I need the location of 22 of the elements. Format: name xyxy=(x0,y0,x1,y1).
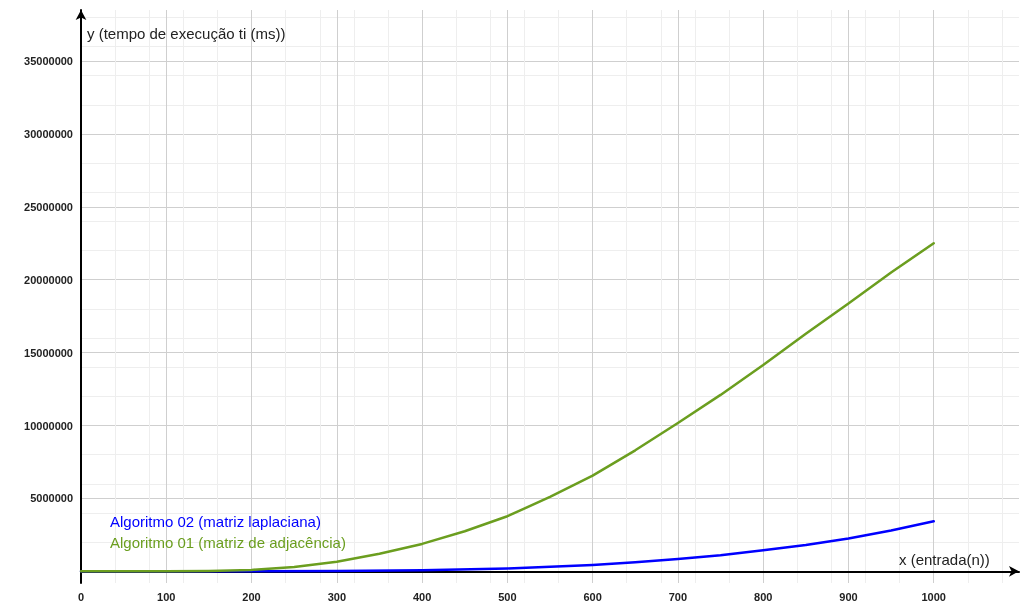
x-axis-title: x (entrada(n)) xyxy=(899,551,990,569)
y-axis-title: y (tempo de execução ti (ms)) xyxy=(87,25,286,42)
y-tick-label: 15000000 xyxy=(24,346,73,359)
x-tick-label: 600 xyxy=(583,590,602,603)
y-tick-label: 25000000 xyxy=(24,200,73,213)
x-tick-label: 100 xyxy=(157,590,176,603)
x-tick-label: 400 xyxy=(412,590,432,603)
y-tick-label: 30000000 xyxy=(24,127,73,140)
text: Algoritmo 02 (matriz laplaciana) xyxy=(110,513,321,530)
y-tick-label: 5000000 xyxy=(30,492,73,505)
x-tick-label: 800 xyxy=(754,590,773,603)
x-tick-label: 1000 xyxy=(921,590,946,603)
x-tick-label: 700 xyxy=(668,590,688,603)
x-tick-label: 900 xyxy=(839,590,858,603)
series-label: Algoritmo 01 (matriz de adjacência) xyxy=(110,534,346,551)
x-tick-label: 200 xyxy=(242,590,261,603)
y-tick-label: 20000000 xyxy=(24,273,73,286)
x-tick-label: 300 xyxy=(327,590,346,603)
x-tick-label: 0 xyxy=(77,590,85,603)
y-tick-label: 35000000 xyxy=(24,55,73,68)
y-tick-label: 10000000 xyxy=(24,419,73,432)
x-tick-label: 500 xyxy=(498,590,517,603)
